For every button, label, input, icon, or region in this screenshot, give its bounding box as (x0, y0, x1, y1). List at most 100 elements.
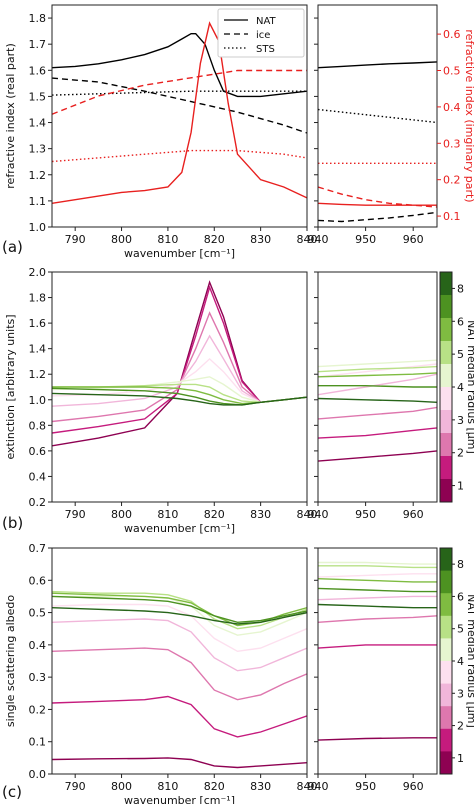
colorbar-tick-label: 8 (457, 558, 464, 571)
colorbar-tick-label: 6 (457, 590, 464, 603)
y-tick-label: 1.3 (29, 143, 47, 156)
x-tick-label: 810 (157, 233, 178, 246)
y-axis-label: refractive index (real part) (4, 43, 17, 188)
x-tick-label: 950 (355, 233, 376, 246)
series-line (318, 603, 437, 609)
colorbar-segment (440, 364, 452, 388)
x-tick-label: 830 (250, 508, 271, 521)
y-tick-label: 0.8 (29, 419, 47, 432)
colorbar-tick-label: 2 (457, 720, 464, 733)
plot-frame-right (317, 547, 438, 775)
y-tick-label: 0.1 (29, 736, 47, 749)
plot-frame-left (51, 4, 308, 228)
series-line (52, 334, 307, 407)
panel-label: (b) (2, 514, 23, 532)
x-tick-label: 950 (355, 780, 376, 793)
x-tick-label: 820 (204, 780, 225, 793)
x-tick-label: 960 (403, 508, 424, 521)
colorbar-segment (440, 387, 452, 411)
series-line (318, 202, 437, 206)
y-tick-label: 0.3 (29, 671, 47, 684)
x-tick-label: 830 (250, 780, 271, 793)
x-tick-label: 800 (111, 233, 132, 246)
legend: NAT ice STS (217, 8, 305, 58)
series-line (318, 573, 437, 578)
series-left (52, 590, 307, 769)
series-line (318, 365, 437, 373)
colorbar-segment (440, 615, 452, 639)
series-line (318, 450, 437, 462)
y-tick-label: 1.5 (29, 90, 47, 103)
colorbar-tick-label: 2 (457, 447, 464, 460)
x-tick-label: 940 (308, 233, 329, 246)
colorbar: 8 6 5 4 3 2 1 NAT median radius [μm] (439, 271, 474, 503)
series-line (318, 397, 437, 403)
x-axis-label: wavenumber [cm⁻¹] (124, 522, 235, 535)
colorbar-segment (440, 751, 452, 775)
colorbar-segment (440, 295, 452, 319)
y-tick-label: 1.2 (29, 368, 47, 381)
x-tick-label: 790 (65, 508, 86, 521)
plot-frame-left (51, 547, 308, 775)
y-tick-label: 1.2 (29, 169, 47, 182)
series-line (52, 285, 307, 434)
panel-label: (c) (2, 783, 22, 801)
series-line (318, 565, 437, 569)
panel-3: 0.0 0.1 0.2 0.3 0.4 0.5 0.6 0.7 790 800 810 820 830 8… (2, 542, 474, 804)
y-tick-label: 1.8 (29, 292, 47, 305)
y-tick-label: 0.6 (29, 445, 47, 458)
colorbar-segment (440, 410, 452, 434)
x-tick-label: 840 (297, 508, 318, 521)
colorbar-tick-label: 3 (457, 687, 464, 700)
y-tick-label: 1.4 (29, 343, 47, 356)
colorbar-label: NAT median radius [μm] (465, 594, 474, 728)
plot-frame-right (317, 271, 438, 503)
colorbar-label: NAT median radius [μm] (465, 320, 474, 454)
series-line (318, 372, 437, 378)
y-tick-label: 0.6 (29, 574, 47, 587)
y-right-axis-label: refractive index (imginary part) (463, 29, 474, 202)
y-tick-label: 0.7 (29, 542, 47, 555)
series-line (52, 21, 307, 204)
series-line (52, 603, 307, 653)
y-tick-label: 1.4 (29, 117, 47, 130)
y-right-tick-label: 0.1 (443, 210, 461, 223)
x-tick-label: 800 (111, 508, 132, 521)
y-right-tick-label: 0.5 (443, 65, 461, 78)
series-right (318, 61, 437, 223)
y-tick-label: 1.0 (29, 221, 47, 234)
series-line (52, 90, 307, 96)
x-tick-label: 810 (157, 508, 178, 521)
y-tick-label: 0.4 (29, 470, 47, 483)
y-tick-label: 1.1 (29, 195, 47, 208)
y-tick-label: 0.2 (29, 703, 47, 716)
colorbar-tick-label: 4 (457, 381, 464, 394)
series-line (52, 357, 307, 404)
x-tick-label: 810 (157, 780, 178, 793)
colorbar-segment (440, 593, 452, 617)
series-line (52, 595, 307, 624)
y-tick-label: 0.0 (29, 768, 47, 781)
x-tick-label: 840 (297, 780, 318, 793)
y-tick-label: 0.4 (29, 639, 47, 652)
x-tick-label: 790 (65, 233, 86, 246)
colorbar-segment (440, 433, 452, 457)
x-tick-label: 940 (308, 780, 329, 793)
plot-frame-right (317, 4, 438, 228)
colorbar-tick-label: 6 (457, 315, 464, 328)
legend-label: STS (256, 44, 275, 55)
x-tick-label: 840 (297, 233, 318, 246)
colorbar-segment (440, 661, 452, 685)
y-axis-label: extinction [arbitrary units] (4, 314, 17, 459)
series-line (318, 108, 437, 124)
x-tick-label: 950 (355, 508, 376, 521)
y-tick-label: 1.6 (29, 317, 47, 330)
series-line (318, 186, 437, 208)
x-tick-label: 960 (403, 780, 424, 793)
series-right (318, 561, 437, 741)
x-axis-label: wavenumber [cm⁻¹] (124, 794, 235, 804)
y-right-tick-label: 0.3 (443, 137, 461, 150)
colorbar-segment (440, 638, 452, 662)
series-line (318, 561, 437, 565)
colorbar-tick-label: 1 (457, 480, 464, 493)
